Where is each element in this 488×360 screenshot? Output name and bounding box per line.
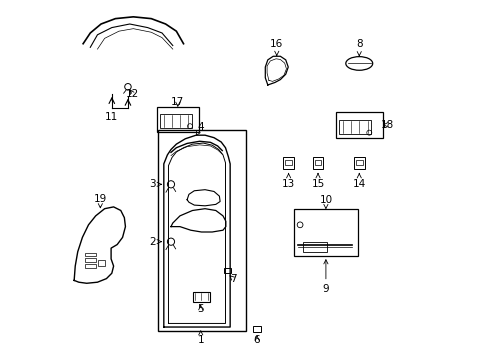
- Text: 12: 12: [126, 89, 139, 99]
- Text: 16: 16: [269, 40, 283, 55]
- Bar: [283, 157, 293, 169]
- Text: 10: 10: [319, 195, 332, 208]
- Bar: [339, 120, 371, 134]
- Text: 11: 11: [105, 112, 118, 122]
- Bar: [192, 292, 210, 302]
- Bar: [285, 160, 291, 166]
- Bar: [335, 112, 382, 138]
- Text: 14: 14: [352, 174, 365, 189]
- Text: 17: 17: [171, 97, 184, 107]
- Bar: [224, 267, 231, 273]
- Text: 2: 2: [149, 237, 161, 247]
- Text: 3: 3: [149, 179, 161, 189]
- Text: 5: 5: [197, 304, 203, 314]
- Bar: [85, 253, 96, 256]
- Text: 7: 7: [229, 274, 236, 284]
- Bar: [353, 157, 364, 169]
- Bar: [293, 210, 357, 256]
- Bar: [158, 130, 246, 330]
- Bar: [312, 157, 323, 169]
- Text: 6: 6: [253, 334, 260, 345]
- Text: 18: 18: [380, 120, 393, 130]
- Bar: [253, 326, 261, 332]
- Bar: [160, 114, 191, 128]
- Bar: [156, 107, 199, 132]
- Bar: [355, 160, 362, 166]
- Text: 19: 19: [94, 194, 107, 208]
- Bar: [85, 264, 96, 268]
- Text: 15: 15: [311, 174, 324, 189]
- Text: 9: 9: [322, 260, 328, 294]
- Bar: [302, 242, 326, 252]
- Text: 13: 13: [282, 174, 295, 189]
- Bar: [314, 160, 321, 166]
- Text: 8: 8: [355, 40, 362, 56]
- Text: 4: 4: [196, 122, 203, 135]
- Bar: [98, 260, 105, 266]
- Text: 1: 1: [197, 331, 203, 345]
- Bar: [85, 258, 96, 262]
